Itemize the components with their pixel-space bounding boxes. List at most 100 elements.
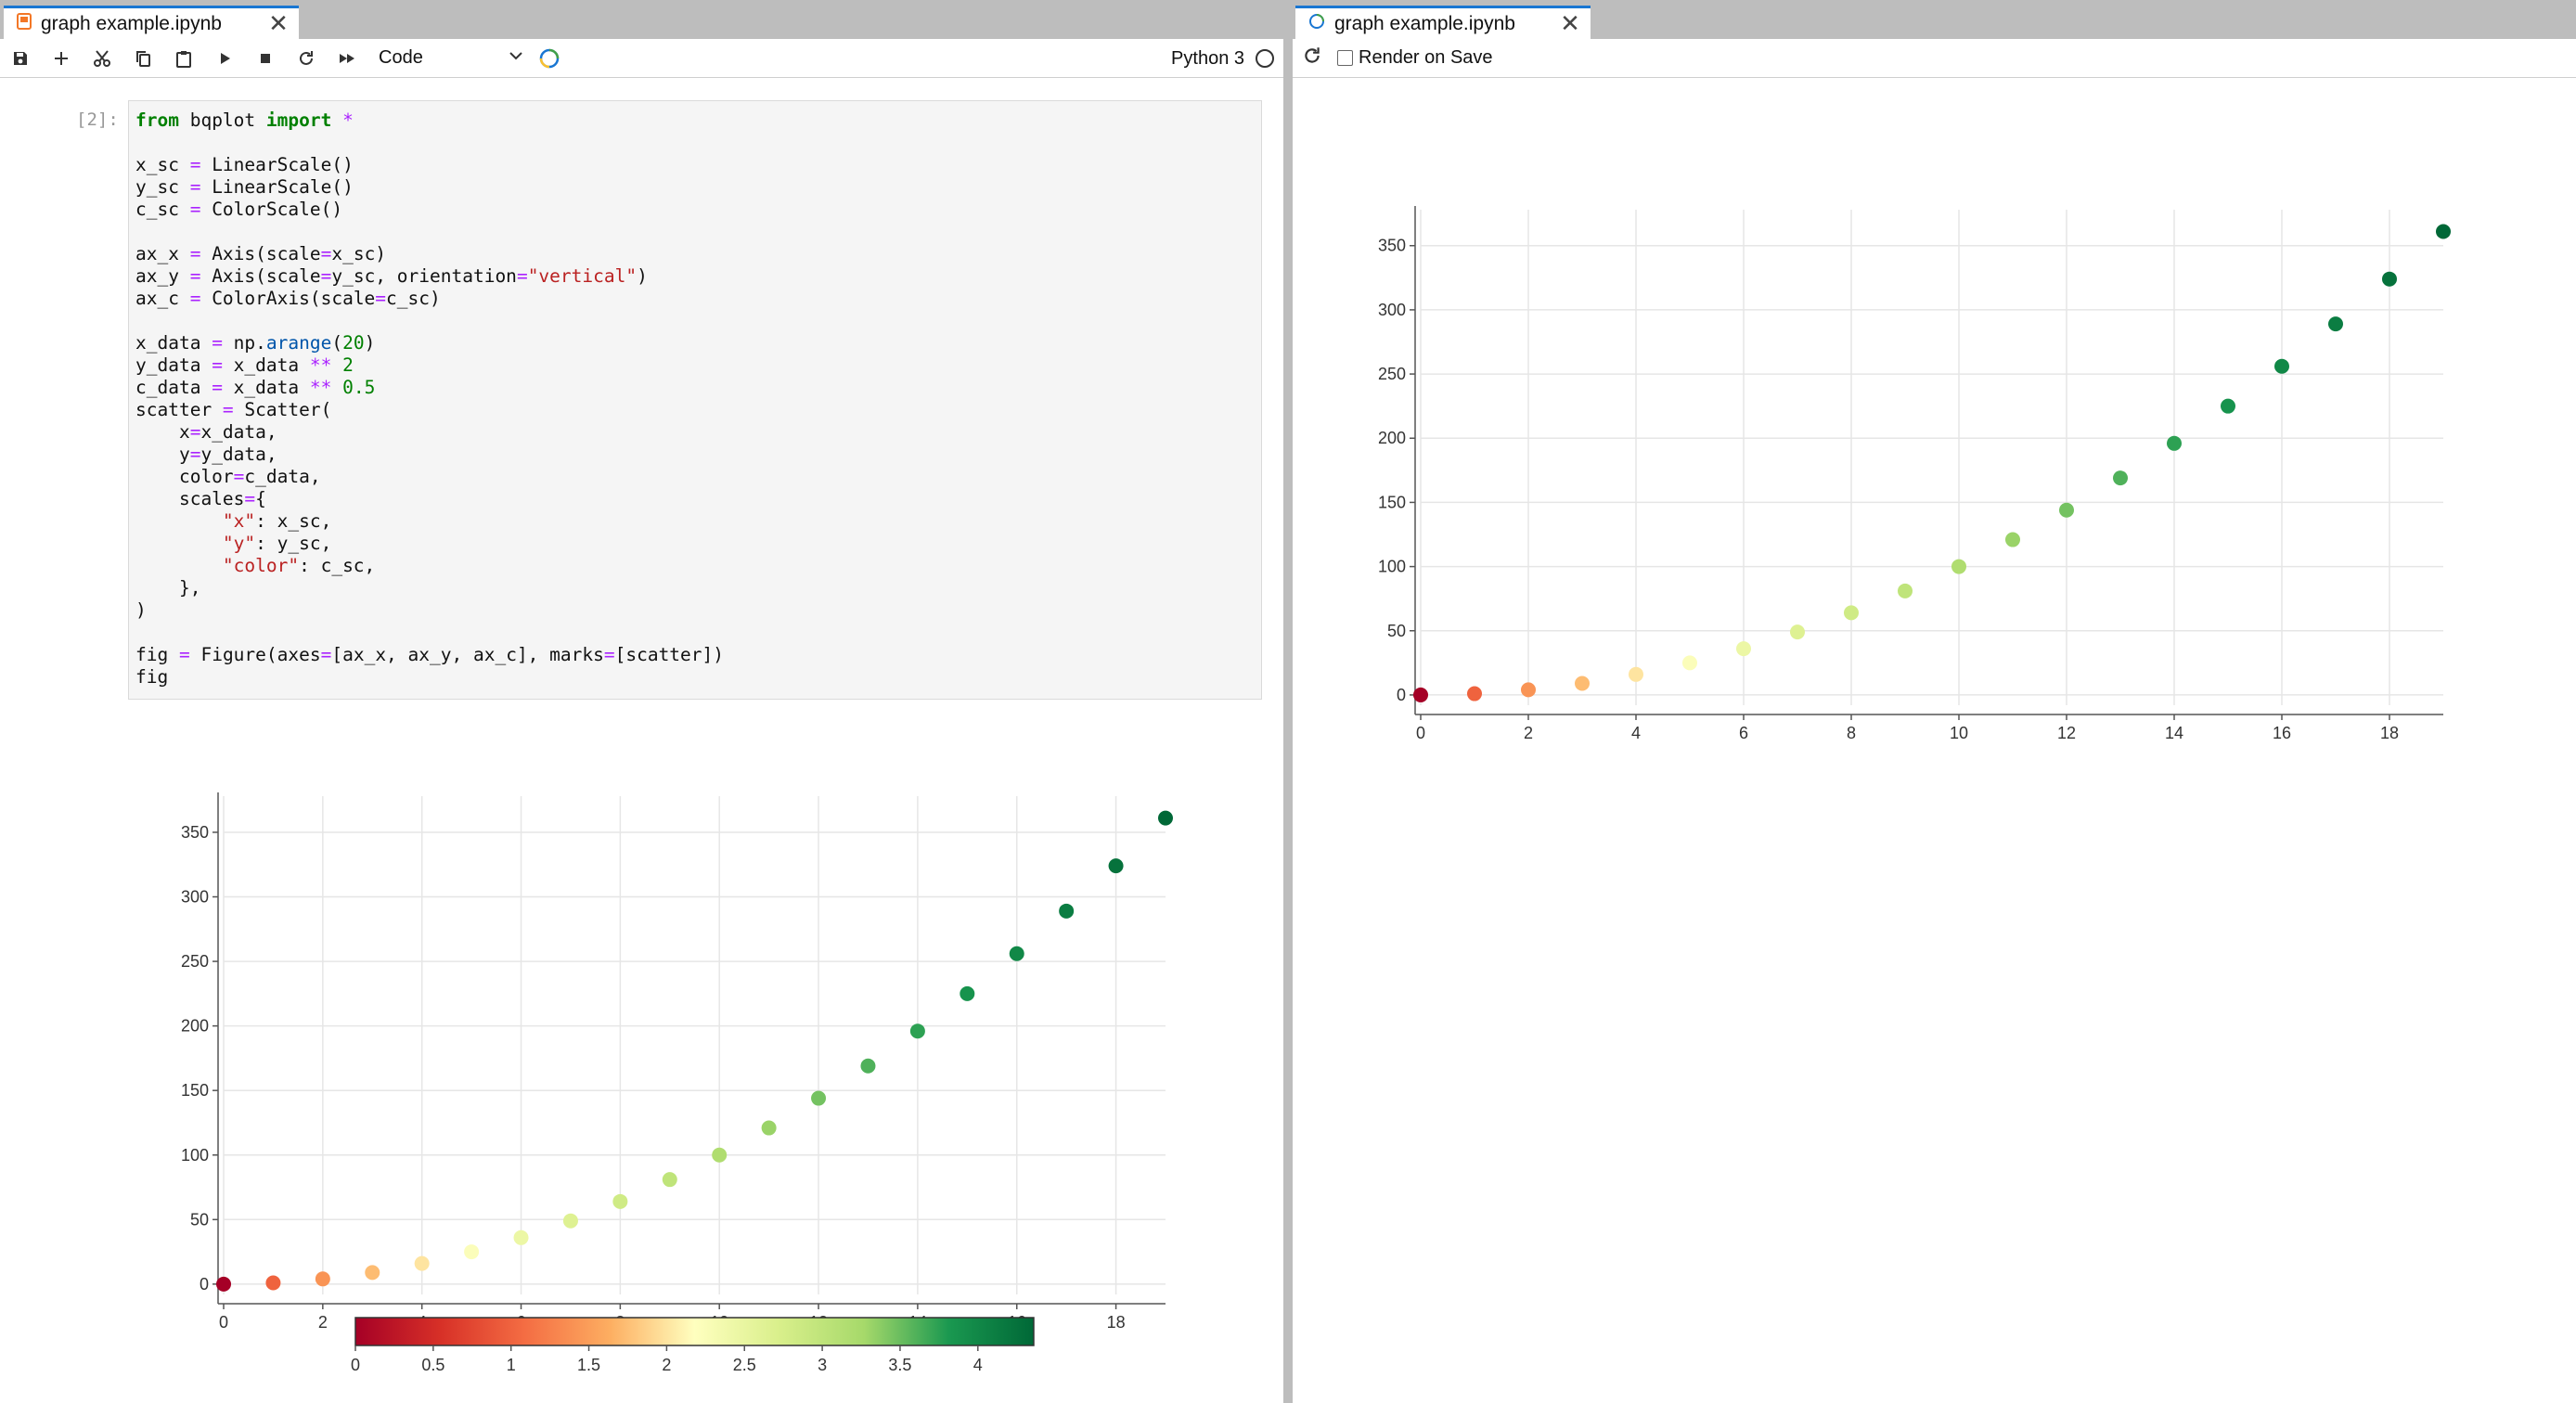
render-on-save-checkbox[interactable]: [1337, 50, 1353, 66]
colorbar-tick-label: 0: [351, 1356, 360, 1374]
x-tick-label: 18: [2380, 724, 2399, 742]
scatter-point[interactable]: [1575, 676, 1590, 691]
y-tick-label: 250: [1378, 365, 1406, 383]
scatter-point[interactable]: [315, 1271, 330, 1287]
play-icon: [221, 52, 230, 64]
scatter-point[interactable]: [662, 1172, 677, 1188]
scatter-point[interactable]: [1736, 641, 1751, 657]
x-tick-label: 10: [1950, 724, 1968, 742]
x-tick-label: 0: [219, 1313, 228, 1332]
scatter-point[interactable]: [365, 1265, 380, 1281]
tab-label: graph example.ipynb: [1334, 12, 1515, 34]
preview-toolbar: Render on Save: [1293, 39, 2576, 78]
copy-button[interactable]: [122, 39, 163, 78]
scatter-point[interactable]: [464, 1244, 480, 1260]
y-tick-label: 250: [181, 952, 209, 971]
y-tick-label: 100: [181, 1146, 209, 1165]
y-tick-label: 200: [181, 1017, 209, 1036]
colorbar-tick-label: 1.5: [577, 1356, 600, 1374]
scatter-point[interactable]: [2274, 358, 2289, 374]
x-tick-label: 12: [2057, 724, 2076, 742]
colorbar-tick-label: 3: [818, 1356, 827, 1374]
tab-bar: graph example.ipynb ✕: [0, 0, 1283, 39]
tab-label: graph example.ipynb: [41, 12, 222, 34]
cut-button[interactable]: [82, 39, 122, 78]
scatter-point[interactable]: [1521, 682, 1536, 698]
scatter-point[interactable]: [909, 1023, 925, 1039]
render-on-save-label: Render on Save: [1359, 47, 1493, 68]
scatter-point[interactable]: [1158, 810, 1173, 826]
scatter-point[interactable]: [562, 1213, 578, 1229]
run-all-button[interactable]: [327, 39, 367, 78]
cell-type-value: Code: [379, 47, 423, 68]
scatter-point[interactable]: [2167, 435, 2182, 451]
output-scatter-chart[interactable]: 02468101214161805010015020025030035000.5…: [0, 781, 1283, 1403]
colorbar-tick-label: 3.5: [888, 1356, 911, 1374]
scatter-point[interactable]: [513, 1229, 529, 1245]
restart-button[interactable]: [286, 39, 327, 78]
scatter-point[interactable]: [2382, 271, 2397, 287]
x-tick-label: 8: [1847, 724, 1856, 742]
scatter-point[interactable]: [2059, 502, 2074, 518]
kernel-idle-icon: [1256, 49, 1274, 68]
interrupt-button[interactable]: [245, 39, 286, 78]
y-tick-label: 100: [1378, 558, 1406, 576]
notebook-toolbar: Code Python 3: [0, 39, 1283, 78]
y-tick-label: 300: [1378, 301, 1406, 319]
notebook-icon: [17, 12, 32, 35]
y-tick-label: 300: [181, 888, 209, 907]
preview-scatter-chart[interactable]: 0 2 4 6 8 10 12 14 16 18 0 50 100 150 200 250 300 350: [1293, 186, 2576, 835]
cell-type-select[interactable]: Code: [379, 47, 523, 69]
y-tick-label: 0: [1397, 686, 1406, 704]
scatter-point[interactable]: [761, 1120, 777, 1136]
refresh-icon: [300, 50, 313, 65]
scatter-point[interactable]: [612, 1193, 628, 1209]
scatter-point[interactable]: [216, 1276, 231, 1292]
copy-icon: [136, 50, 150, 67]
scatter-point[interactable]: [1844, 605, 1859, 621]
close-icon[interactable]: ✕: [268, 9, 289, 37]
scatter-point[interactable]: [414, 1255, 430, 1271]
scatter-point[interactable]: [1467, 686, 1482, 702]
code-cell-editor[interactable]: from bqplot import * x_sc = LinearScale(…: [128, 100, 1262, 700]
save-icon: [14, 51, 27, 65]
x-tick-label: 2: [1524, 724, 1533, 742]
scatter-point[interactable]: [2113, 470, 2128, 486]
save-button[interactable]: [0, 39, 41, 78]
close-icon[interactable]: ✕: [1560, 9, 1580, 37]
x-tick-label: 18: [1107, 1313, 1126, 1332]
add-cell-button[interactable]: [41, 39, 82, 78]
scatter-point[interactable]: [2005, 532, 2020, 547]
scatter-point[interactable]: [1009, 946, 1024, 961]
refresh-icon: [1305, 46, 1320, 63]
reload-button[interactable]: [1302, 45, 1322, 71]
scatter-point[interactable]: [1682, 655, 1697, 671]
tab-preview[interactable]: graph example.ipynb ✕: [1295, 6, 1591, 39]
scatter-point[interactable]: [1059, 903, 1075, 919]
colorbar-tick-label: 0.5: [421, 1356, 444, 1374]
scatter-point[interactable]: [712, 1147, 728, 1163]
kernel-status[interactable]: Python 3: [1171, 39, 1274, 78]
scatter-point[interactable]: [2221, 398, 2235, 414]
scatter-point[interactable]: [2328, 316, 2343, 332]
scatter-point[interactable]: [1790, 624, 1805, 640]
scatter-point[interactable]: [1951, 559, 1966, 574]
scatter-point[interactable]: [1108, 858, 1124, 874]
scatter-point[interactable]: [2436, 224, 2451, 239]
grid-lines: [1420, 210, 2443, 705]
run-button[interactable]: [204, 39, 245, 78]
scatter-point[interactable]: [1898, 583, 1913, 599]
scatter-point[interactable]: [811, 1090, 827, 1106]
scatter-point[interactable]: [265, 1275, 281, 1291]
paste-button[interactable]: [163, 39, 204, 78]
scatter-point[interactable]: [1413, 687, 1428, 702]
scatter-point[interactable]: [960, 985, 975, 1001]
scatter-point[interactable]: [1629, 666, 1643, 682]
y-tick-label: 350: [181, 823, 209, 842]
kernel-name: Python 3: [1171, 47, 1244, 69]
x-tick-label: 16: [2273, 724, 2291, 742]
scatter-point[interactable]: [860, 1058, 876, 1074]
kernel-activity-icon: [529, 39, 570, 78]
y-tick-label: 50: [1387, 622, 1406, 640]
tab-notebook[interactable]: graph example.ipynb ✕: [4, 6, 299, 39]
